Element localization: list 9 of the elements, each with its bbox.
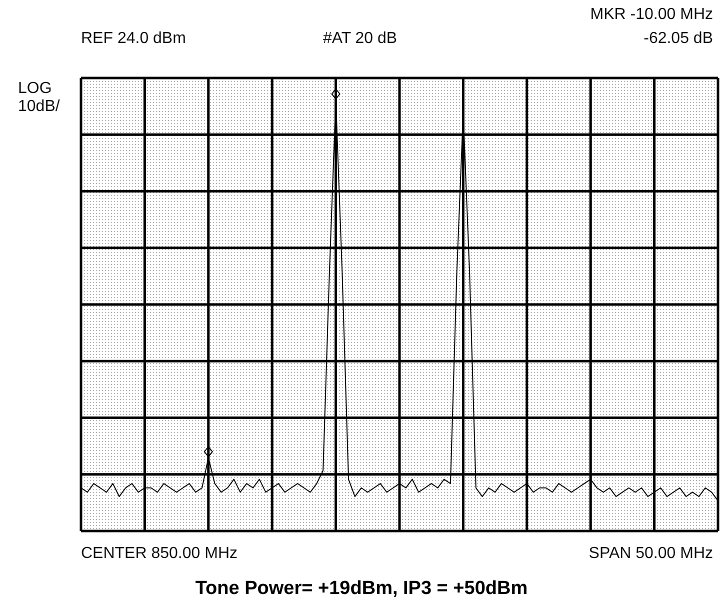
text: SPAN 50.00 MHz xyxy=(588,545,713,563)
text: CENTER 850.00 MHz xyxy=(81,545,238,563)
text: LOG xyxy=(18,80,52,98)
text: #AT 20 dB xyxy=(322,30,398,48)
text: REF 24.0 dBm xyxy=(81,30,186,48)
text: Tone Power= +19dBm, IP3 = +50dBm xyxy=(194,578,529,600)
text: MKR -10.00 MHz xyxy=(590,6,713,24)
text: -62.05 dB xyxy=(644,30,713,48)
text: 10dB/ xyxy=(18,98,60,116)
